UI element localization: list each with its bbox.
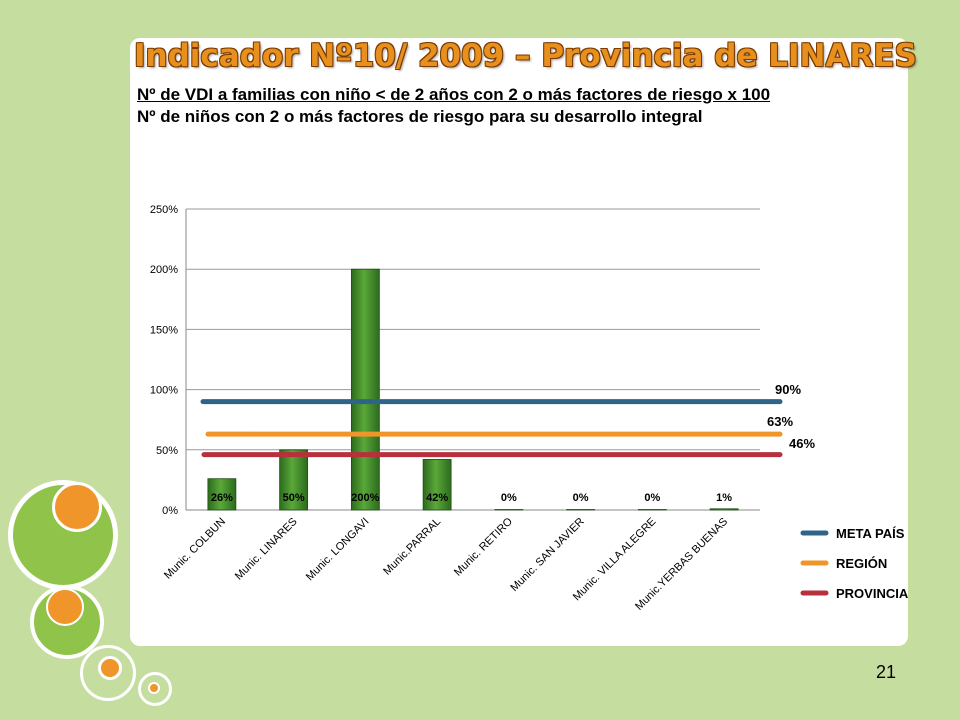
- formula-denominator: Nº de niños con 2 o más factores de ries…: [137, 107, 703, 126]
- data-label: 0%: [501, 492, 517, 504]
- bars: [207, 268, 739, 511]
- x-tick-label: Munic. VILLA ALEGRE: [571, 516, 659, 604]
- y-tick-label: 150%: [150, 324, 178, 336]
- y-tick-label: 100%: [150, 385, 178, 397]
- decor-circle-tiny-dot: [148, 682, 160, 694]
- reference-line-label: 90%: [775, 382, 801, 397]
- decor-circle-small-dot: [98, 656, 122, 680]
- reference-line-label: 63%: [767, 414, 793, 429]
- y-tick-label: 200%: [150, 264, 178, 276]
- page-number: 21: [876, 662, 897, 682]
- legend-label: REGIÓN: [836, 556, 887, 571]
- bar: [279, 449, 309, 511]
- x-tick-label: Munic. RETIRO: [452, 515, 515, 578]
- data-label: 0%: [573, 492, 589, 504]
- data-label: 26%: [211, 492, 233, 504]
- decor-circle-large-dot: [52, 482, 102, 532]
- legend: META PAÍS REGIÓN PROVINCIA: [800, 526, 909, 601]
- data-label: 50%: [283, 492, 305, 504]
- bar: [709, 508, 739, 511]
- indicator-formula: Nº de VDI a familias con niño < de 2 año…: [137, 84, 770, 128]
- bar: [566, 509, 596, 511]
- decor-circle-medium-dot: [46, 588, 84, 626]
- data-label: 42%: [426, 492, 448, 504]
- data-label: 1%: [716, 492, 732, 504]
- reference-lines: 90% 63% 46%: [200, 382, 815, 458]
- x-tick-label: Munic. LONGAVI: [304, 516, 372, 584]
- bar: [494, 509, 524, 511]
- y-tick-label: 50%: [156, 445, 178, 457]
- x-tick-label: Munic. SAN JAVIER: [508, 516, 586, 594]
- x-tick-label: Munic. COLBUN: [162, 516, 228, 582]
- y-tick-label: 250%: [150, 204, 178, 216]
- content-panel: [130, 38, 908, 646]
- data-label: 0%: [644, 492, 660, 504]
- bar: [207, 478, 237, 511]
- y-tick-label: 0%: [162, 505, 178, 517]
- slide-title: Indicador Nº10/ 2009 – Provincia de LINA…: [134, 38, 917, 74]
- x-tick-label: Munic. LINARES: [233, 516, 300, 583]
- legend-label: PROVINCIA: [836, 586, 909, 601]
- bar: [637, 509, 667, 511]
- x-tick-label: Munic.PARRAL: [381, 516, 443, 578]
- reference-line-label: 46%: [789, 436, 815, 451]
- y-axis-tick-labels: 0% 50% 100% 150% 200% 250%: [150, 204, 178, 517]
- data-labels: 26% 50% 200% 42% 0% 0% 0% 1%: [211, 492, 732, 504]
- legend-label: META PAÍS: [836, 526, 905, 541]
- formula-numerator: Nº de VDI a familias con niño < de 2 año…: [137, 85, 771, 104]
- data-label: 200%: [351, 492, 379, 504]
- grid-lines: [185, 208, 760, 511]
- x-axis-tick-labels: Munic. COLBUN Munic. LINARES Munic. LONGAV…: [162, 515, 730, 612]
- bar: [350, 268, 380, 511]
- bar: [422, 459, 452, 511]
